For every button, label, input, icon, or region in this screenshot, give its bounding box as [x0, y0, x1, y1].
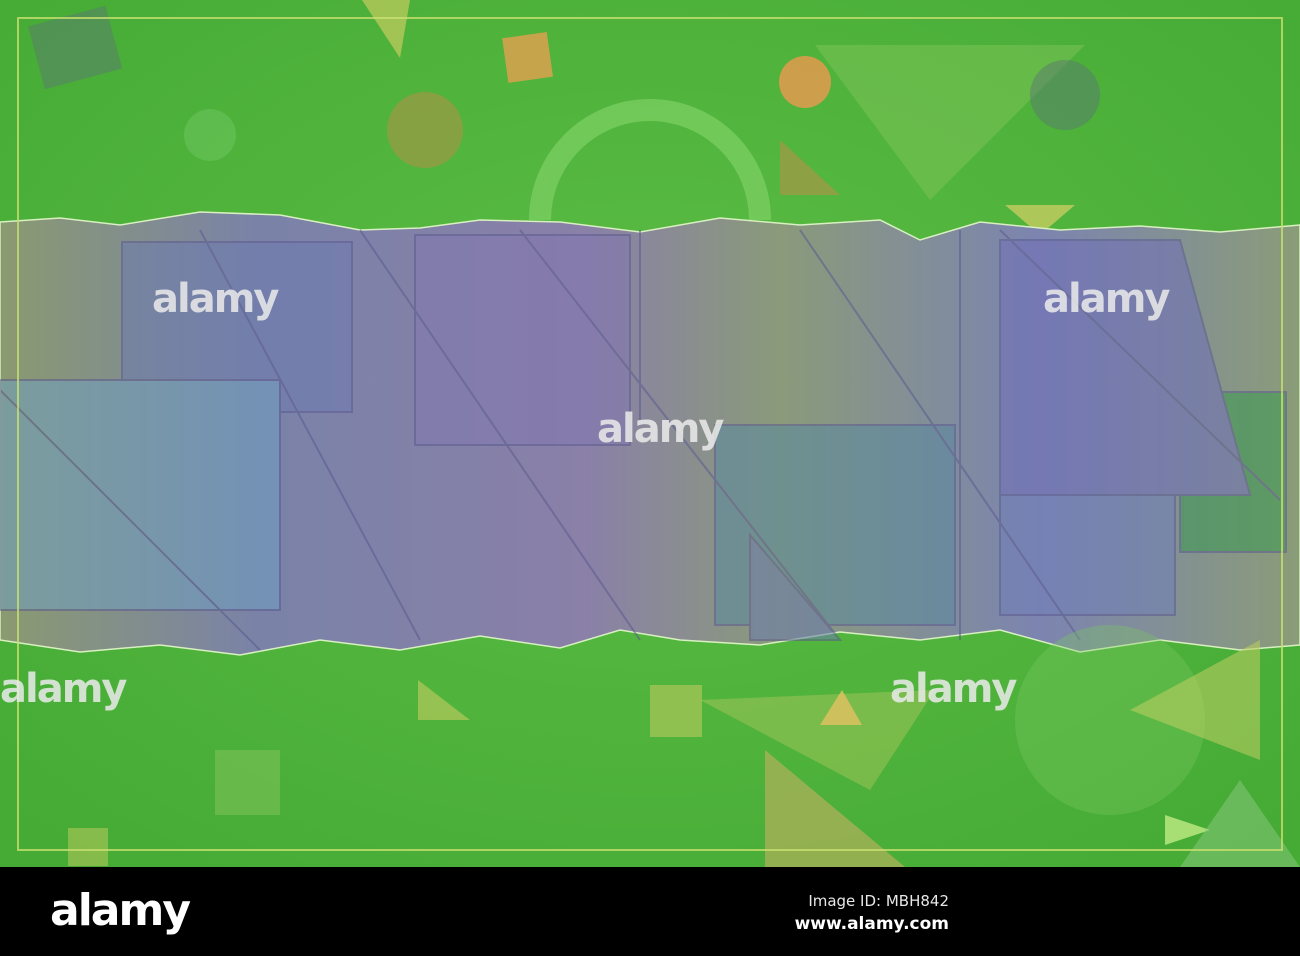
watermark-logo: alamy — [152, 276, 279, 322]
watermark-logo: alamy — [1043, 276, 1170, 322]
footer-bar: alamy Image ID: MBH842 www.alamy.com — [0, 867, 1300, 956]
alamy-logo: alamy — [50, 885, 191, 936]
abstract-artwork — [0, 0, 1300, 867]
decorative-frame — [17, 17, 1283, 851]
watermark-logo: alamy — [0, 666, 127, 712]
watermark-logo: alamy — [890, 666, 1017, 712]
image-id: Image ID: MBH842 — [808, 892, 949, 910]
website-link[interactable]: www.alamy.com — [794, 914, 949, 934]
watermark-logo: alamy — [597, 406, 724, 452]
